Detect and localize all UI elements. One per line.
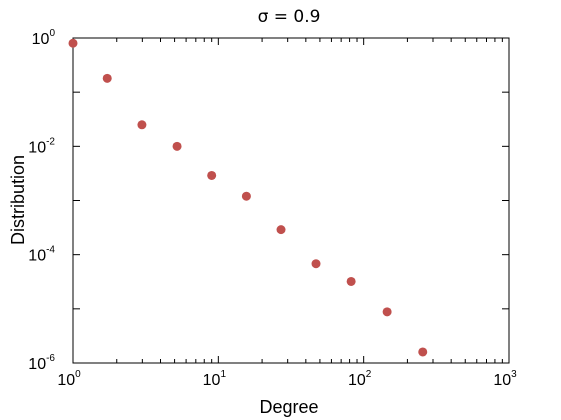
data-point <box>276 225 286 235</box>
x-tick-label: 103 <box>493 369 517 389</box>
data-point <box>137 120 147 130</box>
tick-labels: 100 101 102 103 10-6 10-4 10-2 100 <box>28 28 517 389</box>
data-point <box>172 141 182 151</box>
y-tick-label: 10-2 <box>28 136 55 156</box>
data-point <box>241 191 251 201</box>
x-tick-label: 101 <box>203 369 227 389</box>
plot-area-frame <box>72 37 510 364</box>
data-point <box>346 276 356 286</box>
axis-ticks <box>72 37 510 364</box>
data-point <box>102 73 112 83</box>
y-axis-label: Distribution <box>8 155 28 245</box>
y-tick-label: 100 <box>32 28 56 48</box>
x-tick-label: 100 <box>57 369 81 389</box>
data-points <box>68 38 428 357</box>
x-tick-label: 102 <box>348 369 372 389</box>
chart-title: σ = 0.9 <box>258 7 321 27</box>
y-tick-label: 10-4 <box>28 245 55 265</box>
data-point <box>207 170 217 180</box>
data-point <box>418 347 428 357</box>
data-point <box>382 307 392 317</box>
data-point <box>311 259 321 269</box>
x-axis-label: Degree <box>259 397 318 417</box>
data-point <box>68 38 78 48</box>
y-tick-label: 10-6 <box>28 353 55 373</box>
